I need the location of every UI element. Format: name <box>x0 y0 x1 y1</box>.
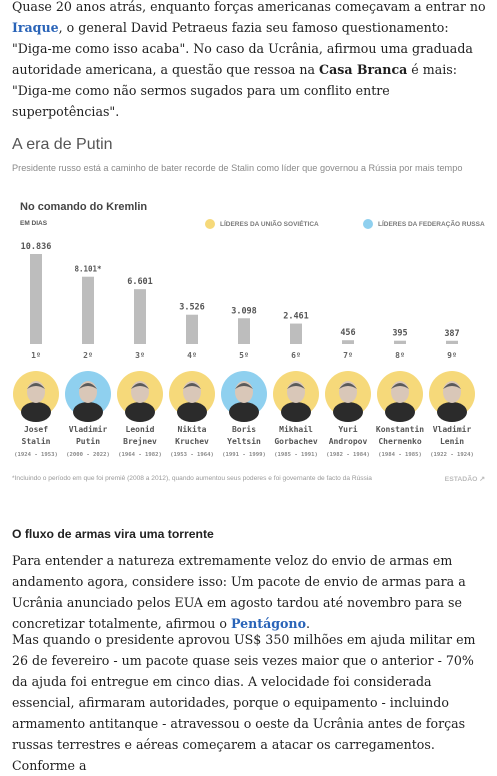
rank-label-0: 1º <box>31 351 41 360</box>
first-name-7: Konstantin <box>376 424 424 434</box>
first-name-6: Yuri <box>338 424 357 434</box>
portrait-body-6 <box>333 402 363 422</box>
portrait-hair-5 <box>287 383 305 389</box>
rank-label-1: 2º <box>83 351 93 360</box>
bar-7 <box>394 340 406 344</box>
leaders-bar-chart: 10.836 1º Josef Stalin (1924 - 1953) 8.101* 2º… <box>13 242 475 458</box>
value-label-2: 6.601 <box>127 277 153 287</box>
portrait-body-1 <box>73 402 103 422</box>
period-label-0: (1924 - 1953) <box>14 452 58 458</box>
legend-federation-swatch <box>363 219 373 229</box>
legend-soviet: LÍDERES DA UNIÃO SOVIÉTICA <box>205 219 319 229</box>
first-name-5: Mikhail <box>279 424 313 434</box>
period-label-2: (1964 - 1982) <box>118 452 162 458</box>
legend-soviet-label: LÍDERES DA UNIÃO SOVIÉTICA <box>220 220 319 228</box>
portrait-body-4 <box>229 402 259 422</box>
bar-5 <box>290 323 302 344</box>
period-label-8: (1922 - 1924) <box>430 452 474 458</box>
credit-text: ESTADÃO <box>444 476 478 483</box>
chart-unit-label: EM DIAS <box>20 220 48 227</box>
legend-federation: LÍDERES DA FEDERAÇÃO RUSSA <box>363 219 485 229</box>
value-label-8: 387 <box>444 329 459 339</box>
value-label-7: 395 <box>392 329 407 339</box>
section-p1-end: . <box>306 616 311 631</box>
last-name-5: Gorbachev <box>274 437 318 446</box>
section-heading: O fluxo de armas vira uma torrente <box>12 527 214 541</box>
period-label-7: (1984 - 1985) <box>378 452 422 458</box>
intro-paragraph: Quase 20 anos atrás, enquanto forças ame… <box>12 0 490 122</box>
portrait-hair-1 <box>79 383 97 389</box>
rank-label-4: 5º <box>239 351 249 360</box>
period-label-3: (1953 - 1964) <box>170 452 214 458</box>
bar-4 <box>238 318 250 344</box>
last-name-2: Brejnev <box>123 436 157 446</box>
portrait-body-3 <box>177 402 207 422</box>
bar-1 <box>82 276 94 344</box>
first-name-8: Vladimir <box>433 424 472 434</box>
first-name-4: Boris <box>232 424 256 434</box>
link-pentagono[interactable]: Pentágono <box>230 616 306 631</box>
intro-text-3: é mais: "Diga-me como não sermos sugados… <box>12 62 457 119</box>
value-label-0: 10.836 <box>21 242 52 252</box>
last-name-3: Kruchev <box>175 437 209 446</box>
section-p1-text: Para entender a natureza extremamente ve… <box>12 553 466 631</box>
first-name-0: Josef <box>24 425 48 434</box>
last-name-4: Yeltsin <box>227 436 261 446</box>
portrait-body-2 <box>125 402 155 422</box>
last-name-7: Chernenko <box>378 437 422 446</box>
last-name-1: Putin <box>76 436 100 446</box>
link-iraque[interactable]: Iraque <box>12 20 59 35</box>
casa-branca-bold: Casa Branca <box>319 62 408 77</box>
legend-federation-label: LÍDERES DA FEDERAÇÃO RUSSA <box>378 220 485 228</box>
value-label-5: 2.461 <box>283 312 309 322</box>
section-paragraph-2: Mas quando o presidente aprovou US$ 350 … <box>12 632 476 773</box>
bar-3 <box>186 314 198 344</box>
portrait-hair-7 <box>391 383 409 389</box>
last-name-6: Andropov <box>329 437 368 446</box>
bar-6 <box>342 340 354 344</box>
first-name-2: Leonid <box>126 424 155 434</box>
portrait-hair-0 <box>27 383 45 389</box>
period-label-6: (1982 - 1984) <box>326 452 370 458</box>
portrait-body-5 <box>281 402 311 422</box>
portrait-hair-3 <box>183 383 201 389</box>
bar-8 <box>446 340 458 344</box>
portrait-hair-2 <box>131 383 149 389</box>
section-paragraph-1: Para entender a natureza extremamente ve… <box>12 550 490 634</box>
portrait-hair-6 <box>339 383 357 389</box>
chart-footnote: *Incluindo o período em que foi premiê (… <box>12 475 372 482</box>
last-name-0: Stalin <box>22 436 51 446</box>
rank-label-5: 6º <box>291 351 301 360</box>
period-label-1: (2000 - 2022) <box>66 452 110 458</box>
rank-label-2: 3º <box>135 351 145 360</box>
portrait-hair-8 <box>443 383 461 389</box>
first-name-3: Nikita <box>178 424 207 434</box>
rank-label-3: 4º <box>187 351 197 360</box>
period-label-4: (1991 - 1999) <box>222 452 266 458</box>
chart-title: No comando do Kremlin <box>20 201 148 213</box>
last-name-8: Lenin <box>440 436 464 446</box>
intro-text-1: Quase 20 anos atrás, enquanto forças ame… <box>12 0 486 14</box>
portrait-hair-4 <box>235 383 253 389</box>
value-label-3: 3.526 <box>179 303 205 313</box>
period-label-5: (1985 - 1991) <box>274 452 318 458</box>
portrait-body-8 <box>437 402 467 422</box>
rank-label-7: 8º <box>395 351 405 360</box>
portrait-body-7 <box>385 402 415 422</box>
value-label-6: 456 <box>340 328 355 338</box>
value-label-1: 8.101* <box>74 265 102 274</box>
bar-2 <box>134 289 146 344</box>
intro-text-2: , o general David Petraeus fazia seu fam… <box>12 20 473 77</box>
graphic-subtitle: Presidente russo está a caminho de bater… <box>12 163 463 173</box>
value-label-4: 3.098 <box>231 306 257 316</box>
graphic-title: A era de Putin <box>12 136 113 153</box>
chart-credit: ESTADÃO ↗ <box>444 476 485 483</box>
rank-label-6: 7º <box>343 351 353 360</box>
first-name-1: Vladimir <box>69 424 108 434</box>
portrait-body-0 <box>21 402 51 422</box>
rank-label-8: 9º <box>447 351 457 360</box>
legend-soviet-swatch <box>205 219 215 229</box>
bar-0 <box>30 254 42 344</box>
